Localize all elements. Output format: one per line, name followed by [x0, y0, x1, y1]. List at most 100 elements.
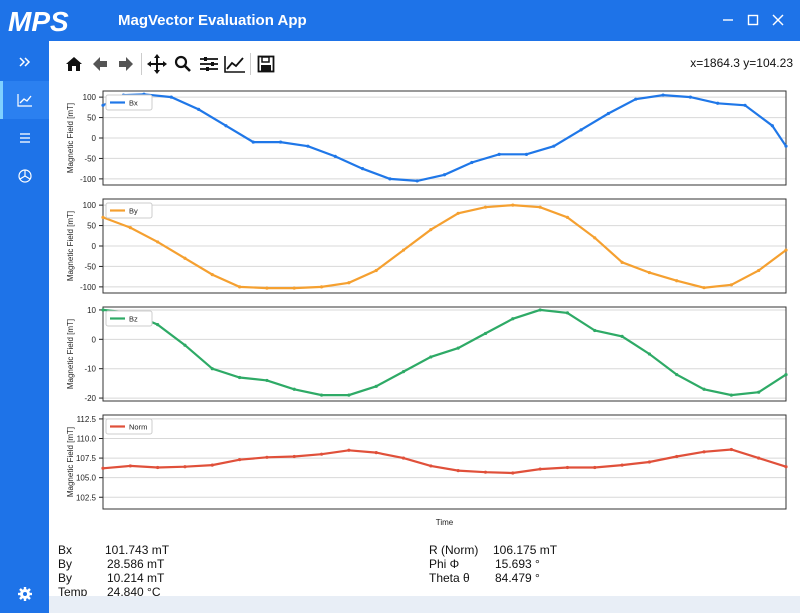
- data-point: [538, 308, 542, 312]
- back-arrow-icon: [93, 57, 107, 71]
- forward-button[interactable]: [113, 51, 139, 77]
- data-point: [620, 463, 624, 467]
- data-point: [647, 460, 652, 464]
- data-point: [716, 101, 720, 105]
- data-point: [784, 248, 788, 252]
- y-axis-label: Magnetic Field [mT]: [66, 427, 75, 497]
- close-button[interactable]: [768, 10, 788, 30]
- data-point: [128, 464, 132, 468]
- data-point: [265, 378, 269, 383]
- legend-box: [105, 418, 153, 435]
- legend-label: Bz: [129, 315, 138, 324]
- data-point: [156, 240, 160, 244]
- series-line: [102, 203, 787, 290]
- y-tick-label: 0: [92, 335, 97, 344]
- plot-toolbar: [61, 51, 279, 77]
- data-point: [251, 140, 255, 144]
- maximize-button[interactable]: [743, 10, 763, 30]
- data-point: [483, 331, 488, 336]
- readout-label: By: [58, 557, 73, 571]
- legend-box: [105, 202, 153, 219]
- logo-text: MPS: [8, 7, 69, 35]
- data-point: [456, 346, 460, 350]
- data-point: [511, 203, 515, 207]
- data-point: [620, 260, 624, 264]
- status-bar: [49, 596, 800, 613]
- data-point: [456, 469, 460, 473]
- edit-axis-button[interactable]: [222, 51, 248, 77]
- data-point: [784, 372, 788, 377]
- data-point: [538, 467, 542, 471]
- data-point: [238, 375, 242, 380]
- data-point: [169, 95, 173, 99]
- series-line: [102, 308, 787, 397]
- data-point: [319, 393, 324, 397]
- y-tick-label: -50: [84, 262, 96, 271]
- legend-label: Bx: [129, 99, 138, 108]
- data-point: [579, 128, 583, 132]
- data-point: [757, 390, 761, 394]
- data-point: [729, 447, 733, 452]
- x-axis-label: Time: [436, 518, 454, 527]
- y-tick-label: 0: [92, 134, 97, 143]
- data-point: [620, 334, 624, 338]
- sidebar-item-chart[interactable]: [0, 81, 49, 119]
- data-point: [593, 236, 597, 240]
- data-point: [565, 215, 570, 219]
- save-button[interactable]: [253, 51, 279, 77]
- data-point: [483, 205, 488, 209]
- readout-value: 84.479 °: [495, 571, 540, 585]
- data-point: [634, 97, 638, 101]
- settings-button[interactable]: [0, 575, 49, 613]
- data-point: [388, 177, 392, 181]
- y-tick-label: 50: [87, 222, 96, 231]
- data-point: [224, 124, 228, 128]
- pan-button[interactable]: [144, 51, 170, 77]
- readout-value: 28.586 mT: [107, 557, 165, 571]
- data-point: [360, 167, 365, 171]
- maximize-icon: [747, 14, 759, 26]
- mps-logo: MPS: [8, 7, 69, 35]
- data-point: [197, 107, 201, 111]
- data-point: [374, 384, 378, 388]
- sidebar-item-3d[interactable]: [0, 157, 49, 195]
- toolbar-divider: [141, 53, 142, 75]
- data-point: [101, 308, 105, 312]
- data-point: [128, 226, 132, 230]
- configure-subplots-button[interactable]: [196, 51, 222, 77]
- sidebar-item-expand[interactable]: [0, 43, 49, 81]
- sidebar-item-list[interactable]: [0, 119, 49, 157]
- y-tick-label: 102.5: [76, 493, 97, 502]
- data-point: [101, 215, 105, 219]
- y-tick-label: -20: [84, 394, 96, 403]
- gear-icon: [17, 587, 32, 601]
- readout-value: 10.214 mT: [107, 571, 165, 585]
- configure-subplots-icon: [200, 57, 218, 71]
- data-point: [333, 154, 337, 158]
- data-point: [675, 279, 679, 283]
- readout-label: Phi Φ: [429, 557, 460, 571]
- home-button[interactable]: [61, 51, 87, 77]
- y-tick-label: -10: [84, 365, 96, 374]
- data-point: [675, 372, 679, 377]
- data-point: [565, 465, 570, 470]
- data-point: [702, 387, 706, 391]
- data-point: [770, 124, 774, 128]
- list-icon: [19, 133, 30, 143]
- data-point: [319, 285, 324, 289]
- data-point: [401, 456, 406, 460]
- data-point: [429, 228, 433, 232]
- data-point: [374, 268, 378, 273]
- plot-frame: [102, 306, 787, 402]
- double-chevron-right-icon: [18, 57, 30, 67]
- back-button[interactable]: [87, 51, 113, 77]
- data-point: [347, 448, 351, 452]
- minimize-button[interactable]: [718, 10, 738, 30]
- data-point: [183, 343, 187, 347]
- readout-value: 24.840 °C: [107, 585, 161, 599]
- zoom-button[interactable]: [170, 51, 196, 77]
- plot-frame: [102, 90, 787, 186]
- data-point: [702, 450, 706, 454]
- data-point: [156, 323, 160, 327]
